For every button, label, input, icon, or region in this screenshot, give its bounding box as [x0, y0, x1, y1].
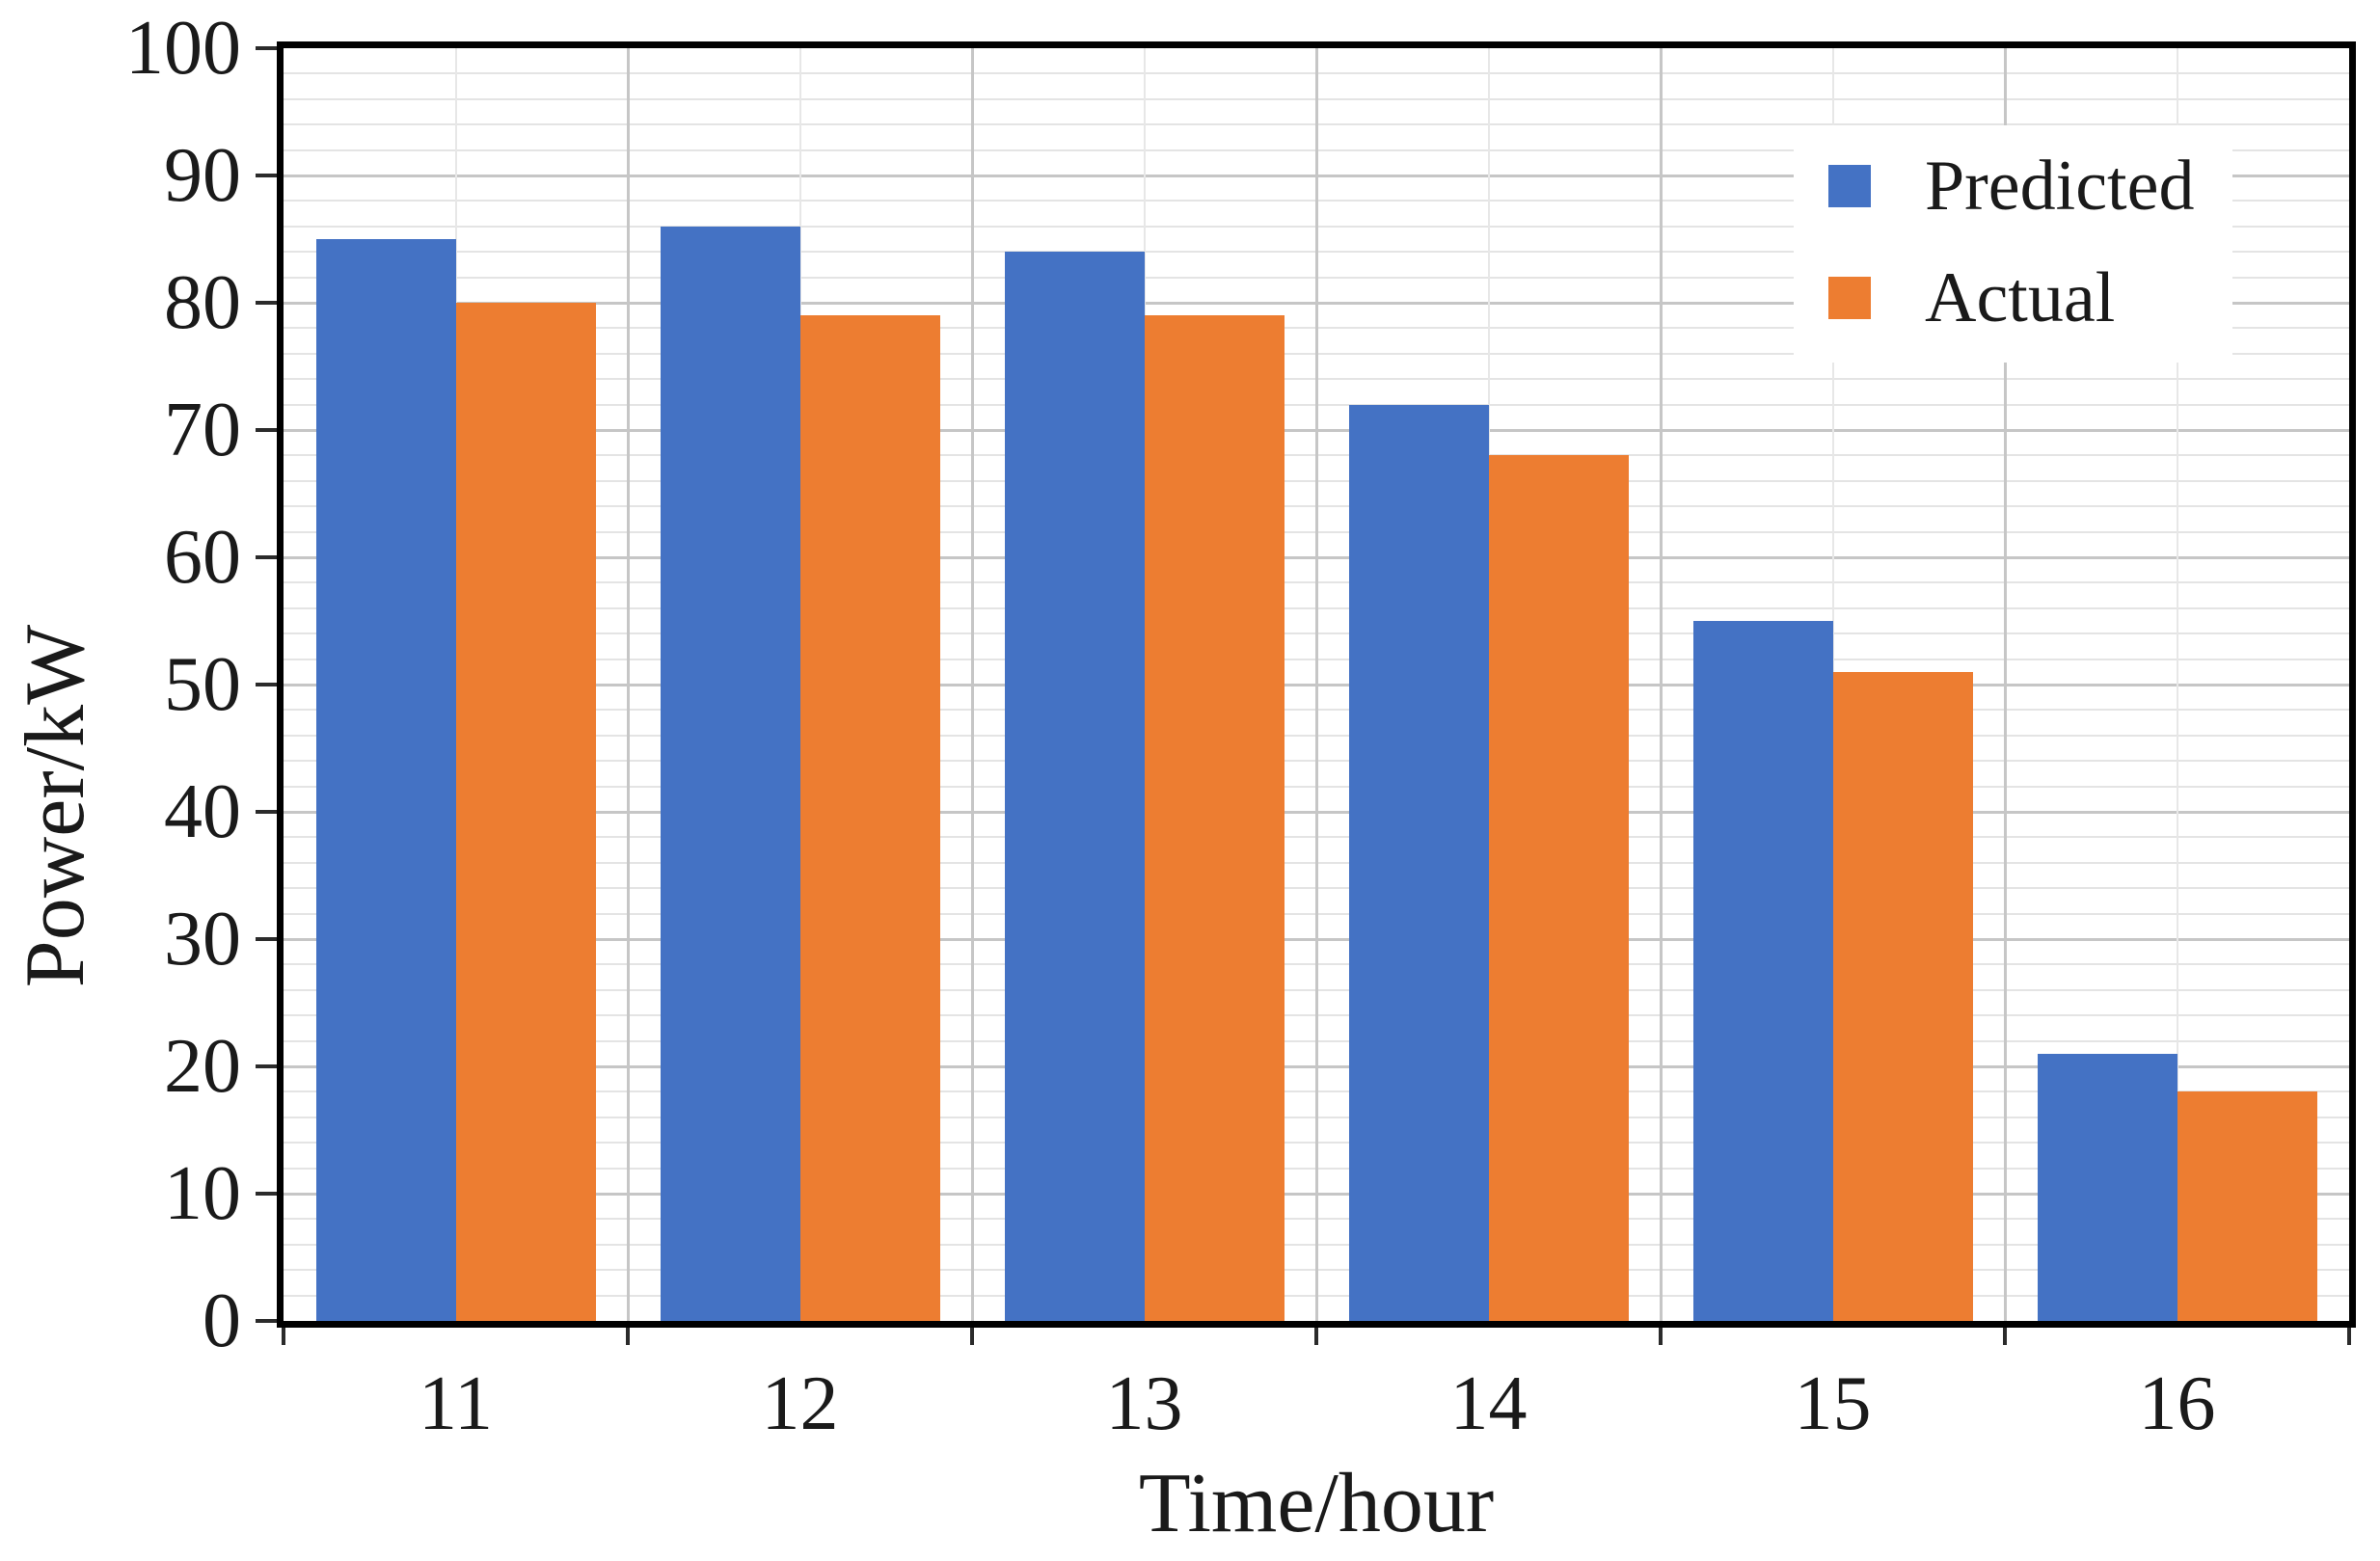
x-tick-label-14: 14 — [1449, 1361, 1528, 1446]
x-tick-mark — [2347, 1328, 2351, 1345]
predicted-bar-14 — [1348, 404, 1489, 1321]
y-tick-label-20: 20 — [164, 1024, 241, 1109]
y-tick-mark — [256, 810, 277, 814]
legend-label-predicted: Predicted — [1925, 147, 2195, 226]
predicted-bar-13 — [1004, 252, 1145, 1321]
y-tick-mark — [256, 301, 277, 305]
category-boundary-gridline — [2003, 48, 2007, 1321]
y-tick-label-80: 80 — [164, 260, 241, 345]
category-center-gridline — [2176, 48, 2178, 1321]
category-boundary-gridline — [626, 48, 630, 1321]
y-tick-label-50: 50 — [164, 642, 241, 727]
legend: Predicted Actual — [1794, 125, 2233, 363]
predicted-bar-16 — [2037, 1053, 2177, 1321]
actual-bar-14 — [1488, 455, 1629, 1321]
category-boundary-gridline — [1314, 48, 1318, 1321]
bars — [284, 48, 2349, 1321]
y-tick-label-40: 40 — [164, 769, 241, 854]
y-tick-mark — [256, 555, 277, 559]
actual-bar-16 — [2177, 1091, 2317, 1321]
predicted-bar-11 — [315, 239, 456, 1321]
y-tick-mark — [256, 937, 277, 941]
legend-item-actual: Actual — [1828, 262, 2194, 334]
gridlines — [284, 48, 2349, 1321]
legend-label-actual: Actual — [1925, 258, 2116, 337]
category-boundary-gridline — [1659, 48, 1663, 1321]
actual-bar-15 — [1832, 671, 1973, 1321]
x-tick-mark — [1314, 1328, 1318, 1345]
actual-bar-13 — [1144, 315, 1285, 1321]
y-tick-mark — [256, 428, 277, 432]
category-boundary-gridline — [970, 48, 974, 1321]
x-tick-label-12: 12 — [761, 1361, 839, 1446]
predicted-series-swatch — [1828, 165, 1871, 207]
legend-item-predicted: Predicted — [1828, 150, 2194, 222]
x-tick-label-15: 15 — [1794, 1361, 1872, 1446]
predicted-bar-12 — [660, 226, 800, 1321]
y-tick-label-0: 0 — [203, 1278, 241, 1363]
y-tick-label-10: 10 — [164, 1151, 241, 1236]
actual-bar-11 — [455, 303, 596, 1321]
x-tick-mark — [1659, 1328, 1663, 1345]
actual-bar-12 — [799, 315, 940, 1321]
y-tick-mark — [256, 1064, 277, 1068]
predicted-bar-15 — [1692, 621, 1833, 1321]
y-tick-label-100: 100 — [125, 6, 241, 91]
x-tick-mark — [282, 1328, 285, 1345]
y-tick-mark — [256, 1319, 277, 1323]
plot-area: Predicted Actual — [277, 41, 2356, 1328]
y-tick-mark — [256, 683, 277, 686]
y-tick-mark — [256, 1192, 277, 1196]
x-tick-mark — [626, 1328, 630, 1345]
x-tick-label-13: 13 — [1105, 1361, 1183, 1446]
y-tick-label-60: 60 — [164, 515, 241, 600]
y-tick-label-30: 30 — [164, 897, 241, 982]
x-tick-label-11: 11 — [418, 1361, 494, 1446]
x-tick-mark — [2003, 1328, 2007, 1345]
y-tick-mark — [256, 46, 277, 50]
actual-series-swatch — [1828, 277, 1871, 319]
y-tick-label-90: 90 — [164, 133, 241, 218]
x-axis-title: Time/hour — [1138, 1457, 1495, 1550]
x-tick-label-16: 16 — [2138, 1361, 2216, 1446]
y-tick-mark — [256, 174, 277, 177]
y-tick-label-70: 70 — [164, 388, 241, 472]
x-tick-mark — [970, 1328, 974, 1345]
